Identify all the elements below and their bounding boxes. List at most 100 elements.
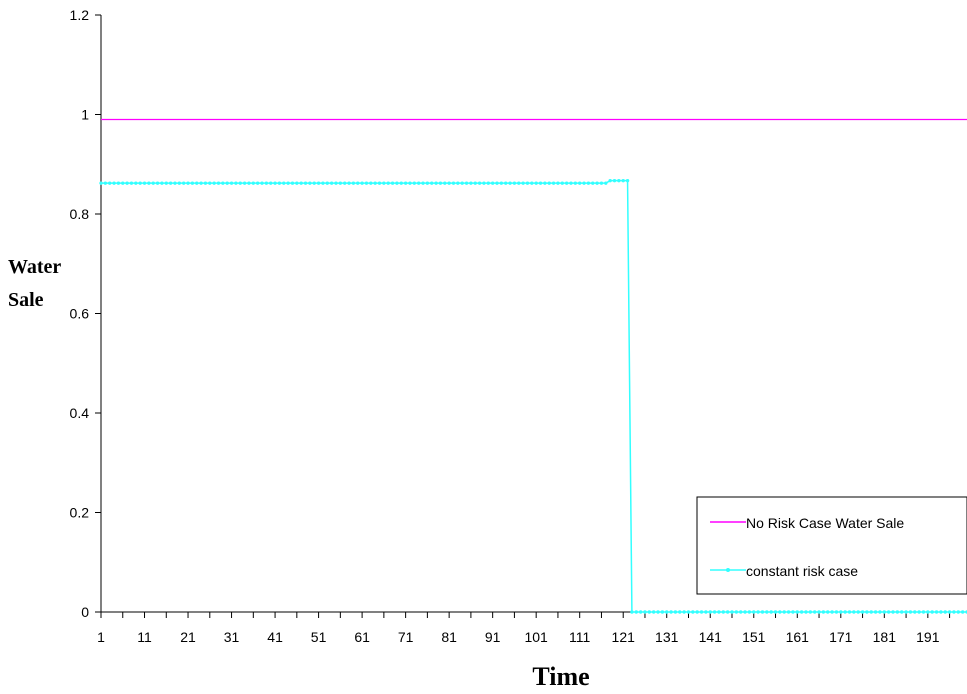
- data-point: [386, 181, 390, 185]
- y-tick-label: 0.2: [70, 505, 90, 521]
- data-point: [591, 181, 595, 185]
- data-point: [930, 610, 934, 614]
- data-point: [173, 181, 177, 185]
- data-point: [438, 181, 443, 185]
- data-point: [660, 610, 665, 614]
- data-point: [277, 181, 282, 185]
- data-point: [251, 181, 256, 185]
- data-point: [782, 610, 786, 614]
- data-point: [843, 610, 847, 614]
- data-point: [343, 181, 347, 185]
- data-point: [360, 181, 364, 185]
- data-point: [490, 181, 495, 185]
- data-point: [373, 181, 377, 185]
- data-point: [464, 181, 469, 185]
- data-point: [564, 181, 569, 185]
- data-point: [586, 181, 591, 185]
- data-point: [482, 181, 486, 185]
- data-point: [443, 181, 447, 185]
- data-point: [138, 181, 142, 185]
- data-point: [325, 181, 329, 185]
- data-point: [943, 610, 947, 614]
- data-point: [643, 610, 647, 614]
- data-point: [212, 181, 216, 185]
- data-point: [743, 610, 747, 614]
- data-point: [895, 610, 900, 614]
- data-point: [264, 181, 269, 185]
- data-point: [834, 610, 839, 614]
- data-point: [121, 181, 125, 185]
- data-point: [238, 181, 242, 185]
- data-point: [830, 610, 834, 614]
- data-point: [647, 610, 652, 614]
- data-point: [791, 610, 795, 614]
- data-point: [873, 610, 878, 614]
- data-point: [847, 610, 852, 614]
- data-point: [913, 610, 917, 614]
- data-point: [569, 181, 573, 185]
- data-point: [338, 181, 343, 185]
- data-point: [752, 610, 756, 614]
- data-point: [651, 610, 656, 614]
- legend-label-no-risk: No Risk Case Water Sale: [746, 515, 904, 531]
- data-point: [247, 181, 251, 185]
- data-point: [203, 181, 208, 185]
- data-point: [921, 610, 926, 614]
- data-point: [486, 181, 491, 185]
- data-point: [290, 181, 295, 185]
- legend-label-constant-risk: constant risk case: [746, 563, 858, 579]
- data-point: [473, 181, 477, 185]
- data-point: [812, 610, 817, 614]
- data-point: [725, 610, 730, 614]
- data-point: [856, 610, 860, 614]
- data-point: [756, 610, 760, 614]
- x-tick-label: 101: [524, 629, 548, 645]
- data-point: [926, 610, 930, 614]
- data-point: [795, 610, 799, 614]
- y-tick-label: 0.6: [70, 306, 90, 322]
- data-point: [882, 610, 887, 614]
- data-point: [604, 181, 608, 185]
- data-point: [395, 181, 399, 185]
- data-point: [551, 181, 556, 185]
- data-point: [377, 181, 382, 185]
- data-point: [303, 181, 308, 185]
- data-point: [99, 181, 103, 185]
- data-point: [408, 181, 412, 185]
- data-point: [225, 181, 229, 185]
- data-point: [129, 181, 134, 185]
- x-tick-label: 41: [267, 629, 283, 645]
- data-point: [682, 610, 686, 614]
- series-markers-2: [99, 178, 967, 614]
- data-point: [521, 181, 525, 185]
- data-point: [456, 181, 460, 185]
- data-point: [573, 181, 578, 185]
- data-point: [769, 610, 773, 614]
- data-point: [234, 181, 238, 185]
- data-point: [599, 181, 604, 185]
- data-point: [142, 181, 147, 185]
- x-tick-label: 81: [441, 629, 457, 645]
- x-tick-label: 31: [224, 629, 240, 645]
- data-point: [821, 610, 826, 614]
- data-point: [765, 610, 769, 614]
- x-axis: 1 11 21 31 41 51 61 71 81 91 101 111 121 131 141 151 161…: [97, 611, 967, 645]
- data-point: [160, 181, 164, 185]
- x-tick-label: 171: [829, 629, 853, 645]
- data-point: [538, 181, 543, 185]
- x-tick-label: 21: [180, 629, 196, 645]
- data-point: [329, 181, 334, 185]
- data-point: [860, 610, 865, 614]
- data-point: [103, 181, 108, 185]
- data-point: [286, 181, 290, 185]
- data-point: [917, 610, 921, 614]
- data-point: [669, 610, 673, 614]
- y-tick-label: 0.4: [70, 405, 90, 421]
- data-point: [447, 181, 451, 185]
- data-point: [425, 181, 430, 185]
- legend-label-clip-1: No Risk Case Water Sale: [746, 515, 904, 531]
- data-point: [469, 181, 473, 185]
- data-point: [691, 610, 695, 614]
- x-tick-label: 11: [137, 629, 152, 645]
- data-point: [886, 610, 891, 614]
